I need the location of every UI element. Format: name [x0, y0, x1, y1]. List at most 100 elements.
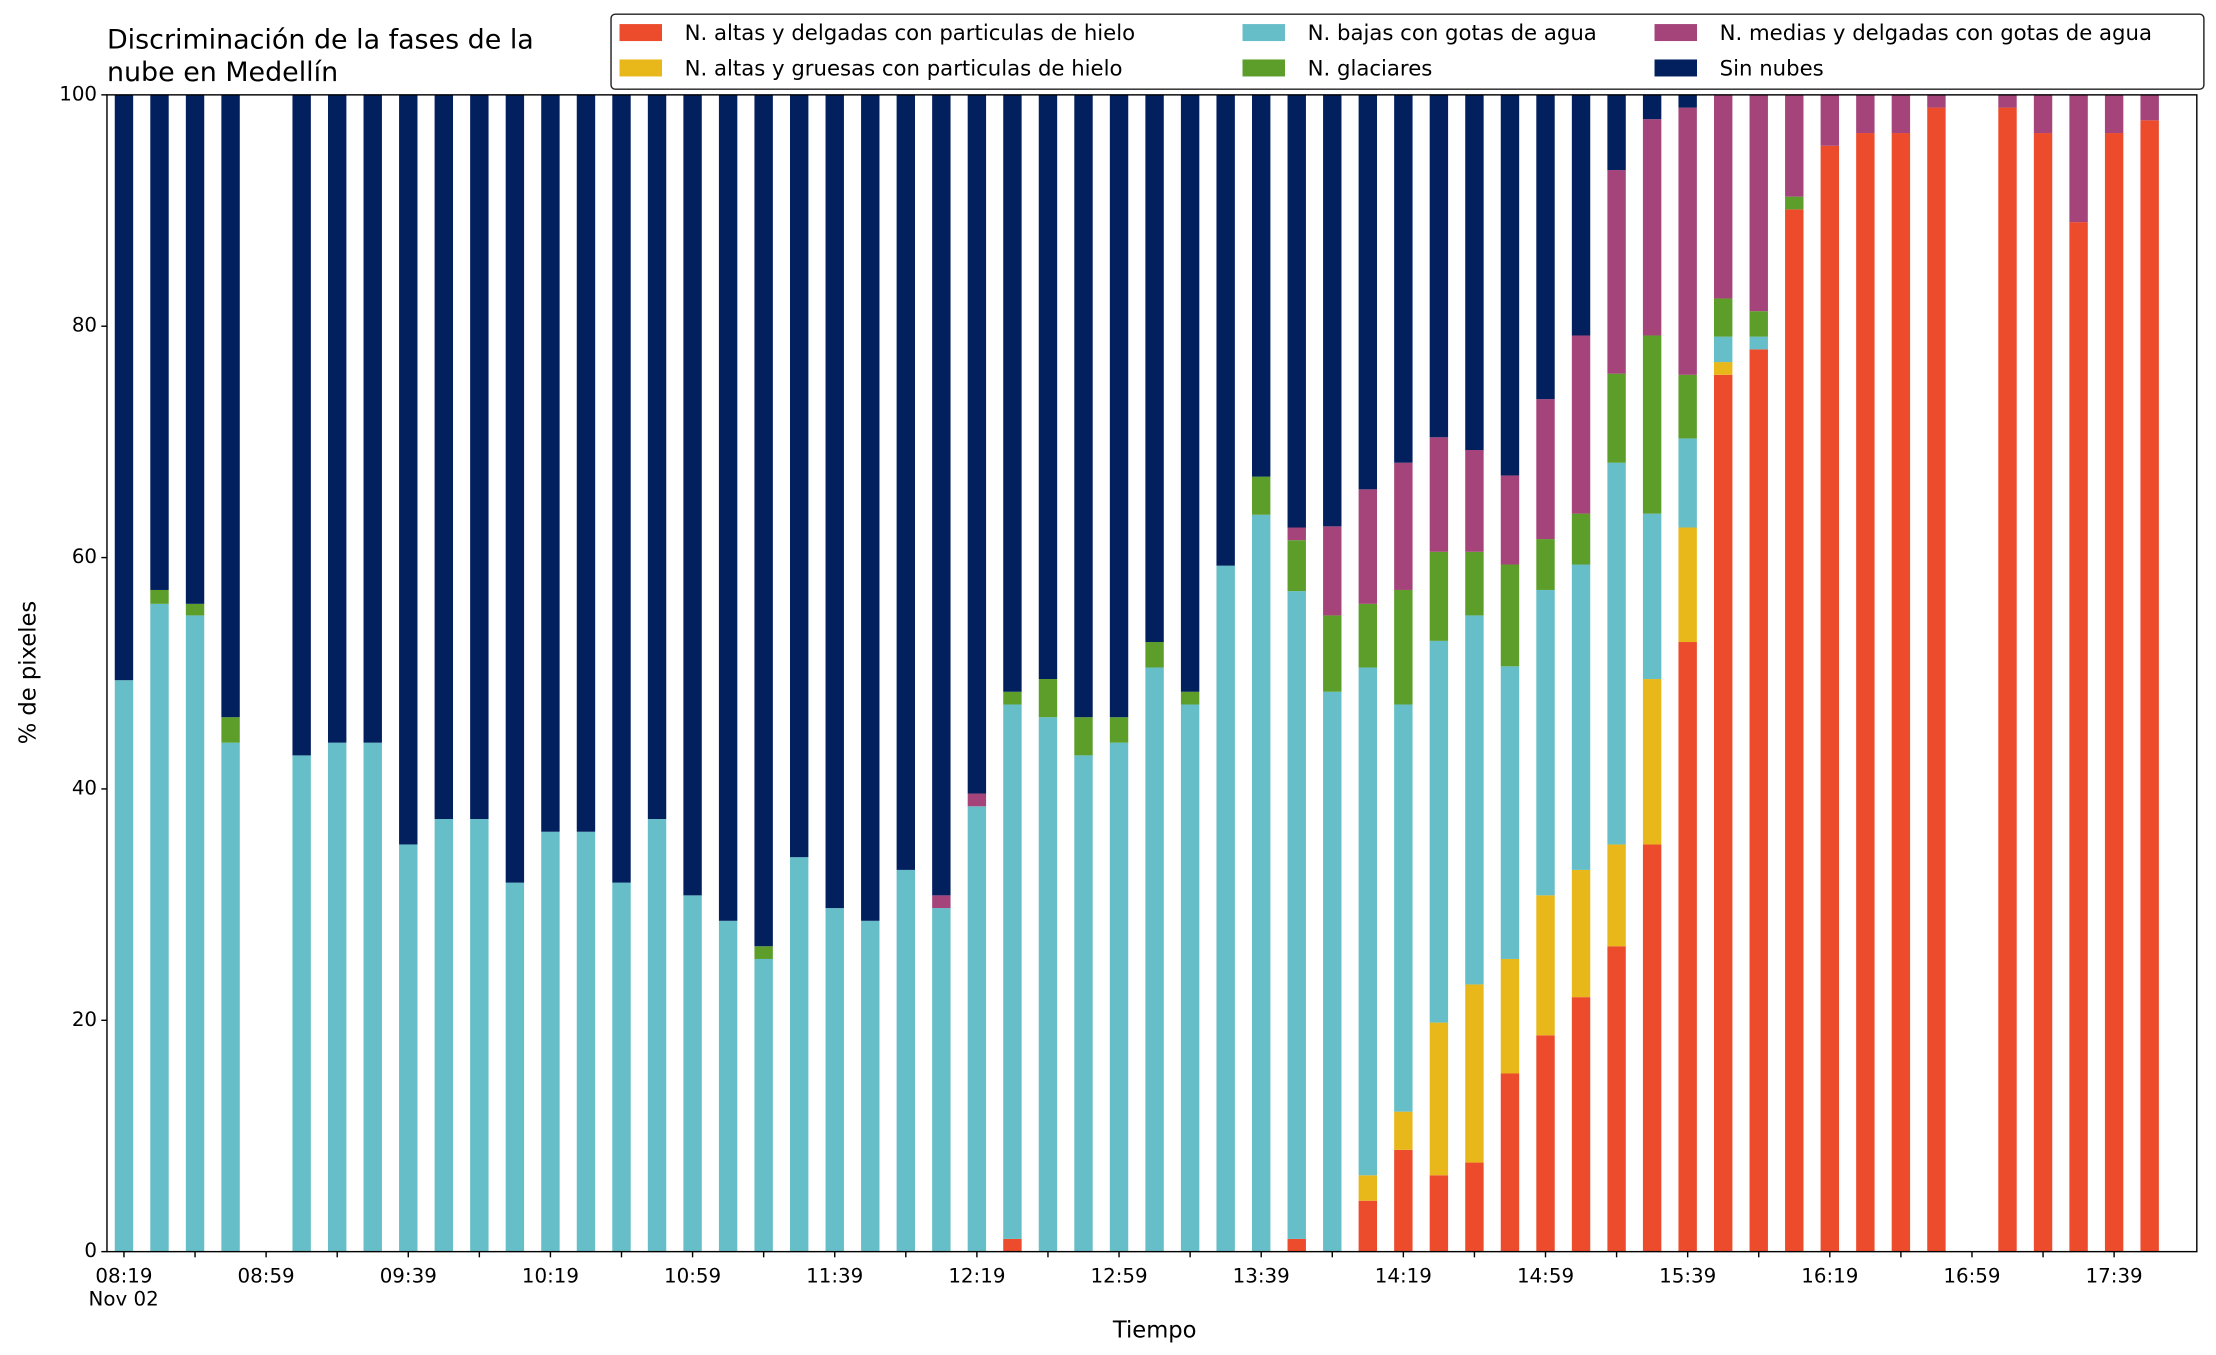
- bar-segment: [683, 94, 702, 896]
- bar-segment: [505, 94, 525, 883]
- bar-segment: [1216, 565, 1235, 1252]
- bar-segment: [1074, 755, 1093, 1252]
- bar-segment: [1429, 1022, 1449, 1176]
- bar-segment: [861, 920, 880, 1252]
- bar-segment: [1820, 145, 1840, 1252]
- x-tick-label: 16:59: [1943, 1265, 2000, 1288]
- bar-segment: [1358, 489, 1378, 604]
- legend-box: [610, 13, 2205, 90]
- bar-segment: [1607, 373, 1626, 463]
- bar-segment: [1927, 94, 1946, 108]
- bar-segment: [1465, 615, 1484, 985]
- bar-segment: [1749, 336, 1768, 350]
- bar-segment: [1465, 1162, 1484, 1252]
- bar-segment: [114, 94, 134, 681]
- x-tick-label: 08:59: [238, 1265, 295, 1288]
- bar-segment: [327, 742, 347, 1252]
- bar-segment: [1145, 94, 1164, 643]
- legend-label: N. bajas con gotas de agua: [1308, 21, 1597, 46]
- y-tick-label: 20: [72, 1008, 97, 1031]
- bar-segment: [1785, 94, 1804, 197]
- x-tick-label: 11:39: [806, 1265, 863, 1288]
- bar-segment: [967, 94, 987, 794]
- bar-segment: [1642, 513, 1662, 680]
- legend-label: N. altas y gruesas con particulas de hie…: [685, 56, 1123, 81]
- bar-segment: [1251, 476, 1271, 515]
- bar-segment: [1785, 209, 1804, 1252]
- bar-segment: [1642, 335, 1662, 514]
- bar-segment: [1536, 539, 1555, 590]
- bar-segment: [185, 94, 205, 604]
- bar-segment: [1465, 551, 1484, 616]
- bar-segment: [1287, 1238, 1306, 1252]
- bar-segment: [1678, 642, 1697, 1252]
- legend-label: N. glaciares: [1308, 56, 1433, 81]
- bar-segment: [185, 603, 205, 616]
- legend-swatch: [619, 59, 662, 77]
- x-tick-label: 17:39: [2086, 1265, 2143, 1288]
- bar-segment: [221, 94, 240, 718]
- bar-segment: [1394, 1149, 1413, 1252]
- bar-segment: [1429, 437, 1449, 552]
- legend-swatch: [1242, 24, 1285, 42]
- bar-segment: [1607, 462, 1626, 845]
- bar-segment: [754, 946, 773, 959]
- bar-segment: [1536, 895, 1555, 1036]
- bar-segment: [861, 94, 880, 921]
- bar-segment: [1678, 527, 1697, 643]
- bar-segment: [1642, 844, 1662, 1252]
- bar-segment: [718, 920, 738, 1252]
- bar-segment: [1358, 1175, 1378, 1201]
- bar-segment: [576, 831, 596, 1252]
- bar-segment: [1571, 997, 1591, 1252]
- bar-segment: [2104, 94, 2124, 134]
- bar-segment: [1003, 94, 1022, 692]
- bar-segment: [1607, 844, 1626, 947]
- y-tick-label: 40: [72, 776, 97, 799]
- bar-segment: [1571, 94, 1591, 336]
- x-tick-label: 16:19: [1801, 1265, 1858, 1288]
- bar-segment: [1465, 984, 1484, 1163]
- legend-label: Sin nubes: [1720, 56, 1824, 81]
- bar-segment: [434, 94, 454, 820]
- legend-swatch: [1654, 59, 1698, 77]
- bar-segment: [1074, 94, 1093, 718]
- bar-segment: [1571, 564, 1591, 870]
- bar-segment: [1287, 540, 1306, 592]
- bar-segment: [2033, 133, 2053, 1252]
- bar-segment: [612, 882, 631, 1252]
- bar-segment: [789, 857, 809, 1252]
- bar-segment: [1358, 1200, 1378, 1252]
- bar-segment: [967, 793, 987, 807]
- bar-segment: [1180, 94, 1200, 692]
- x-tick-label: 09:39: [380, 1265, 437, 1288]
- bar-segment: [1571, 869, 1591, 998]
- bar-segment: [1394, 704, 1413, 1112]
- y-axis-label: % de pixeles: [16, 601, 42, 745]
- bar-segment: [1678, 438, 1697, 528]
- bar-segment: [1429, 94, 1449, 438]
- bar-segment: [1323, 526, 1342, 616]
- x-tick-label: 15:39: [1659, 1265, 1716, 1288]
- bar-segment: [541, 831, 560, 1252]
- bar-segment: [1465, 94, 1484, 450]
- bar-segment: [1998, 107, 2017, 1252]
- bar-segment: [1358, 603, 1378, 668]
- x-tick-label: 12:59: [1090, 1265, 1147, 1288]
- bar-segment: [470, 94, 489, 820]
- bar-segment: [1358, 94, 1378, 490]
- bar-segment: [1678, 107, 1697, 375]
- bar-segment: [2140, 94, 2159, 121]
- bar-segment: [1713, 374, 1733, 1252]
- bar-segment: [1678, 94, 1697, 108]
- bar-segment: [1607, 170, 1626, 374]
- bar-segment: [1642, 119, 1662, 336]
- bar-segment: [1180, 704, 1200, 1252]
- bar-segment: [754, 958, 773, 1252]
- bar-segment: [1323, 691, 1342, 1252]
- bar-segment: [1749, 94, 1768, 312]
- bar-segment: [1429, 551, 1449, 641]
- bar-segment: [1003, 691, 1022, 705]
- bar-segment: [1323, 94, 1342, 527]
- legend-swatch: [1654, 24, 1698, 42]
